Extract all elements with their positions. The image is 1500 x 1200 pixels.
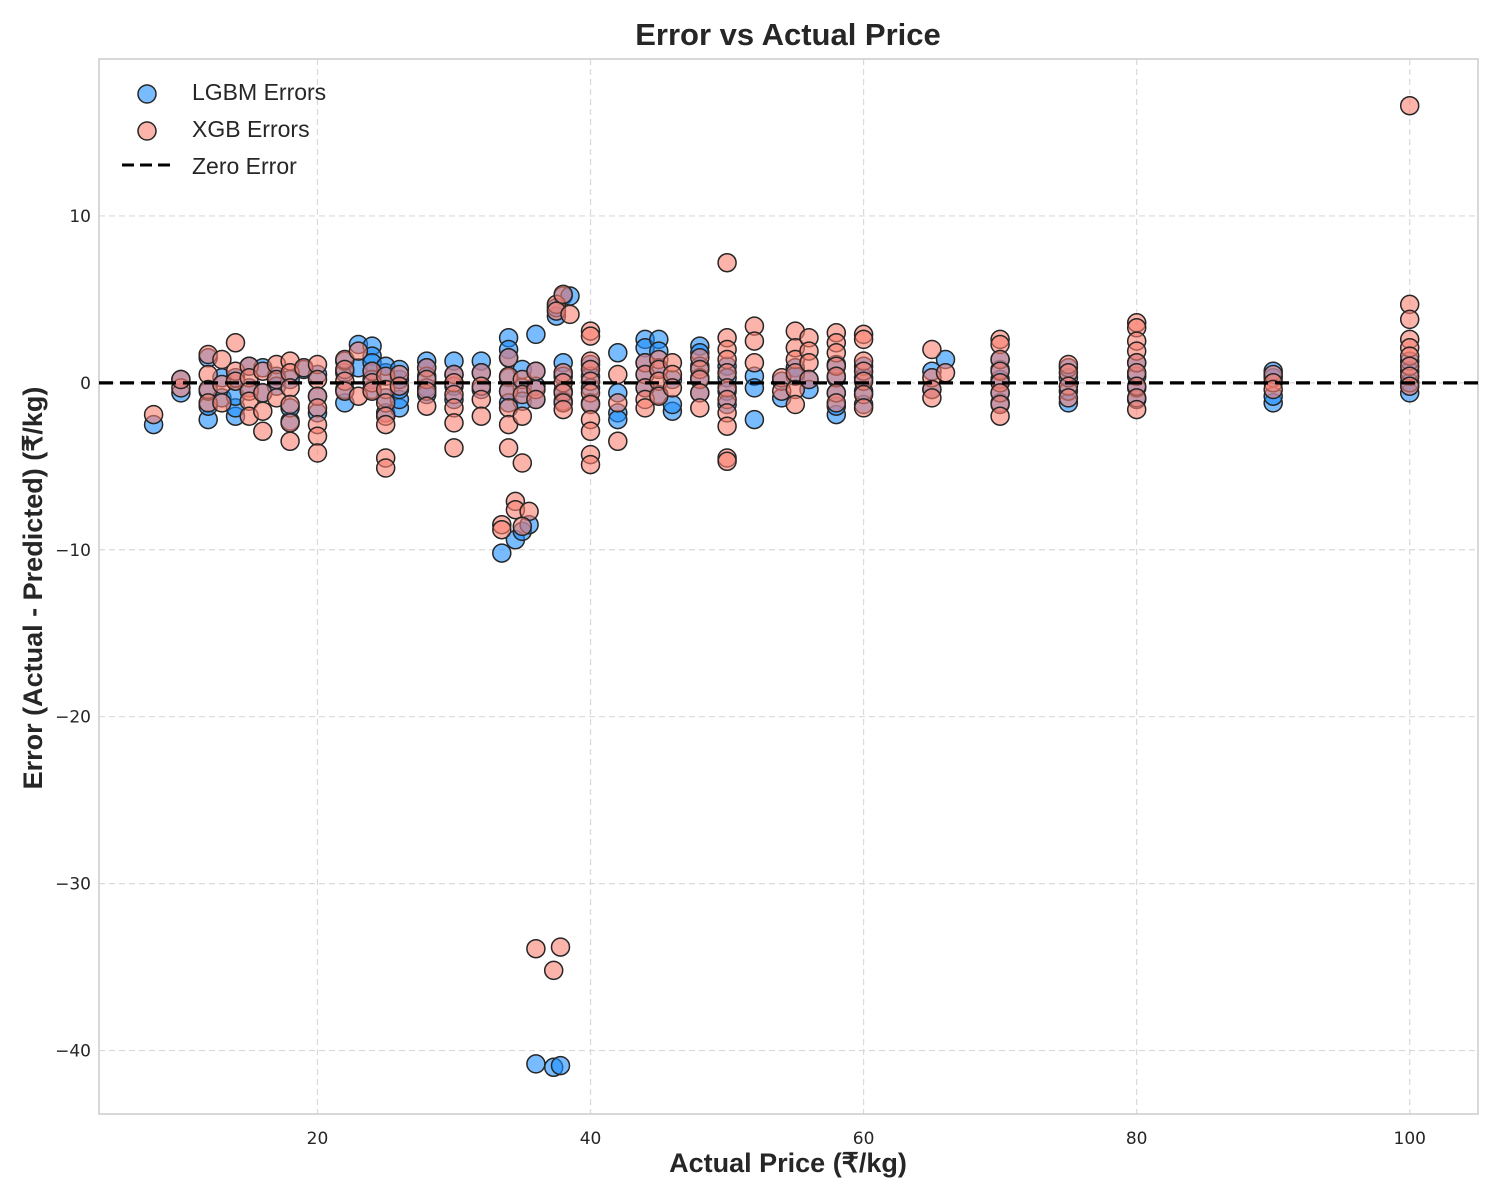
xgb-point (717, 252, 737, 273)
xgb-point (744, 331, 765, 351)
xgb-point (171, 369, 191, 390)
xgb-point (922, 388, 942, 408)
xgb-point (471, 389, 492, 410)
xgb-point (553, 399, 573, 420)
xgb-point (1126, 399, 1147, 420)
legend-lgbm-label: LGBM Errors (192, 79, 326, 105)
xgb-point (444, 438, 464, 458)
xgb-point (280, 413, 300, 433)
xgb-point (635, 398, 655, 418)
xgb-point (550, 937, 571, 957)
y-tick-label: 10 (69, 207, 91, 227)
xgb-point (543, 960, 564, 981)
xgb-point (498, 348, 519, 368)
x-tick-label: 20 (307, 1129, 329, 1149)
xgb-point (375, 458, 396, 478)
xgb-point (471, 406, 492, 426)
lgbm-point (608, 409, 628, 430)
xgb-point (1399, 95, 1420, 116)
x-axis-title: Actual Price (₹/kg) (669, 1148, 907, 1178)
xgb-point (416, 396, 437, 416)
x-tick-labels: 20 40 60 80 100 (307, 1129, 1426, 1149)
xgb-point (826, 393, 847, 413)
xgb-point (799, 353, 819, 373)
xgb-point (348, 341, 369, 361)
legend: LGBM Errors XGB Errors Zero Error (122, 79, 326, 179)
y-axis-title: Error (Actual - Predicted) (₹/kg) (18, 387, 48, 790)
y-tick-label: −10 (55, 541, 91, 561)
lgbm-point (526, 324, 546, 345)
xgb-point (526, 361, 546, 381)
xgb-point (307, 426, 328, 447)
xgb-point (1399, 376, 1420, 396)
legend-zero-label: Zero Error (192, 153, 297, 179)
xgb-point (744, 353, 765, 373)
lgbm-point (550, 1055, 571, 1076)
xgb-point (307, 443, 328, 463)
lgbm-point (492, 543, 512, 563)
legend-xgb-label: XGB Errors (192, 116, 310, 142)
xgb-point (512, 453, 533, 473)
xgb-point (307, 398, 328, 418)
xgb-point (1263, 379, 1283, 400)
xgb-point (212, 393, 232, 413)
xgb-point (389, 376, 410, 396)
x-tick-label: 80 (1126, 1129, 1148, 1149)
xgb-point (922, 339, 942, 360)
xgb-point (253, 421, 273, 442)
xgb-point (512, 406, 533, 426)
xgb-point (280, 431, 300, 452)
xgb-point (560, 304, 580, 325)
xgb-point (444, 413, 464, 433)
xgb-point (553, 284, 573, 305)
xgb-point (512, 516, 533, 537)
xgb-point (375, 414, 396, 435)
xgb-point (580, 454, 601, 475)
xgb-point (990, 406, 1010, 426)
chart-title: Error vs Actual Price (635, 17, 941, 52)
xgb-point (280, 394, 300, 415)
xgb-point (225, 333, 246, 353)
xgb-point (580, 326, 601, 346)
xgb-point (799, 369, 819, 390)
xgb-point (526, 938, 546, 959)
plot-frame (98, 58, 1479, 1115)
legend-xgb-marker (137, 121, 157, 141)
legend-lgbm-marker (137, 84, 157, 104)
xgb-point (526, 389, 546, 410)
xgb-point (690, 398, 710, 418)
lgbm-point (608, 343, 628, 363)
y-tick-label: −20 (55, 708, 91, 728)
xgb-point (498, 438, 519, 458)
y-tick-label: −40 (55, 1042, 91, 1062)
xgb-point (717, 451, 737, 472)
xgb-point (580, 421, 601, 442)
y-tick-label: 0 (80, 374, 91, 394)
xgb-point (785, 394, 806, 415)
x-tick-label: 40 (580, 1129, 602, 1149)
xgb-point (853, 329, 874, 350)
xgb-point (608, 393, 628, 413)
xgb-point (1058, 388, 1079, 408)
lgbm-point (744, 409, 765, 430)
x-tick-label: 100 (1394, 1129, 1426, 1149)
xgb-point (853, 398, 874, 418)
xgb-point (717, 416, 737, 436)
y-tick-labels: −40 −30 −20 −10 0 10 (55, 207, 91, 1062)
xgb-point (935, 363, 956, 383)
xgb-point (608, 431, 628, 452)
xgb-point (253, 401, 273, 421)
y-tick-label: −30 (55, 875, 91, 895)
xgb-point (492, 519, 512, 540)
grid-lines (99, 59, 1478, 1114)
xgb-point (143, 404, 164, 425)
xgb-point (212, 349, 232, 370)
x-tick-label: 60 (853, 1129, 875, 1149)
xgb-point (1399, 309, 1420, 330)
lgbm-point (526, 1054, 546, 1074)
xgb-point (608, 364, 628, 385)
xgb-point (307, 369, 328, 390)
